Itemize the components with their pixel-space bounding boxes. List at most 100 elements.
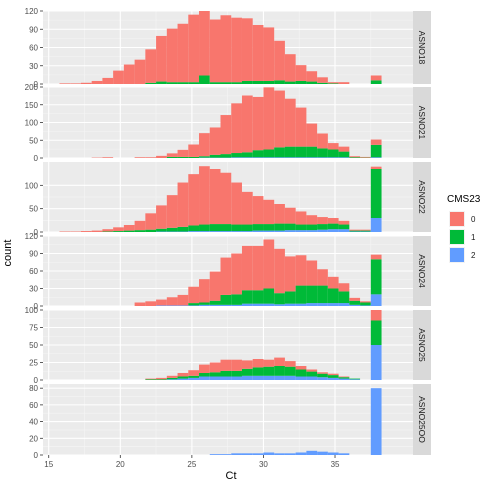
bar-ASNO18-series-0-bin-13 bbox=[199, 11, 210, 76]
bar-ASNO21-series-1-bin-12 bbox=[188, 156, 200, 158]
facet-panel-ASNO22: 0 50 100 ASNO22 bbox=[25, 162, 431, 237]
bar-ASNO24-series-0-bin-8 bbox=[145, 301, 157, 306]
bar-ASNO25-series-2-bin-21 bbox=[284, 375, 296, 380]
y-tick-label: 0 bbox=[34, 376, 39, 385]
bar-ASNO18-series-0-bin-22 bbox=[295, 65, 307, 81]
bar-ASNO21-series-2-bin-24 bbox=[317, 157, 328, 158]
y-tick-label: 0 bbox=[34, 451, 39, 460]
bar-ASNO24-series-2-bin-27 bbox=[349, 304, 361, 306]
bar-ASNO18-series-1-bin-22 bbox=[295, 80, 307, 84]
bar-ASNO24-series-1-bin-21 bbox=[284, 291, 296, 304]
bar-ASNO21-series-0-bin-19 bbox=[263, 87, 275, 150]
bar-ASNO18-series-0-bin-2 bbox=[80, 82, 92, 84]
x-axis-title: Ct bbox=[226, 470, 237, 482]
y-tick-label: 30 bbox=[29, 285, 38, 294]
bar-ASNO22-series-0-bin-8 bbox=[145, 213, 157, 230]
legend-key-0 bbox=[450, 212, 464, 226]
bar-ASNO22-series-0-bin-7 bbox=[134, 220, 146, 231]
bar-ASNO21-series-0-bin-9 bbox=[156, 155, 167, 158]
bar-ASNO22-series-1-bin-24 bbox=[317, 224, 328, 230]
bar-ASNO25OO-series-2-bin-20 bbox=[274, 453, 285, 455]
facet-strip-label: ASNO21 bbox=[417, 106, 427, 140]
bar-ASNO25-series-2-bin-20 bbox=[274, 375, 285, 380]
bar-ASNO24-series-1-bin-28 bbox=[360, 302, 371, 306]
bar-ASNO24-series-0-bin-20 bbox=[274, 248, 285, 294]
bar-ASNO24-series-2-bin-18 bbox=[252, 303, 264, 306]
bar-ASNO25-series-0-bin-22 bbox=[295, 366, 307, 370]
bar-ASNO25-series-1-bin-13 bbox=[199, 373, 210, 377]
bar-ASNO22-series-1-bin-19 bbox=[263, 224, 275, 231]
bar-ASNO22-series-0-bin-17 bbox=[241, 191, 253, 225]
x-axis: 15 20 25 30 35 bbox=[44, 455, 340, 469]
bar-ASNO21-series-0-bin-20 bbox=[274, 90, 285, 148]
bar-ASNO22-series-0-bin-5 bbox=[113, 227, 124, 232]
bar-ASNO25-series-1-bin-14 bbox=[209, 372, 221, 377]
bar-ASNO18-series-1-bin-24 bbox=[317, 82, 328, 84]
bar-ASNO21-series-0-bin-18 bbox=[252, 96, 264, 151]
bar-ASNO22-series-1-bin-26 bbox=[338, 224, 350, 230]
bar-ASNO21-series-0-bin-4 bbox=[102, 157, 114, 158]
bar-ASNO21-series-1-bin-10 bbox=[166, 156, 178, 158]
bar-ASNO24-series-1-bin-27 bbox=[349, 300, 361, 305]
bar-ASNO22-series-0-bin-15 bbox=[220, 172, 232, 225]
bar-ASNO25-series-2-bin-29 bbox=[370, 345, 382, 380]
bar-ASNO22-series-0-bin-27 bbox=[349, 229, 361, 231]
bar-ASNO25-series-0-bin-19 bbox=[263, 359, 275, 367]
bar-ASNO25-series-1-bin-20 bbox=[274, 366, 285, 376]
bar-ASNO18-series-1-bin-14 bbox=[209, 82, 221, 84]
bar-ASNO24-series-0-bin-18 bbox=[252, 245, 264, 291]
bar-ASNO24-series-2-bin-12 bbox=[188, 305, 200, 306]
bar-ASNO18-series-1-bin-10 bbox=[166, 82, 178, 84]
bar-ASNO25OO-series-2-bin-14 bbox=[209, 454, 221, 455]
bar-ASNO24-series-0-bin-28 bbox=[360, 301, 371, 303]
bar-ASNO25-series-0-bin-26 bbox=[338, 376, 350, 378]
bar-ASNO24-series-0-bin-29 bbox=[370, 254, 382, 260]
bar-ASNO24-series-2-bin-25 bbox=[327, 303, 339, 306]
bar-ASNO21-series-0-bin-10 bbox=[166, 153, 178, 157]
legend-label-0: 0 bbox=[471, 215, 476, 224]
bar-ASNO25-series-2-bin-25 bbox=[327, 377, 339, 380]
bar-ASNO18-series-0-bin-24 bbox=[317, 77, 328, 83]
y-axis-title: count bbox=[2, 240, 14, 267]
bar-ASNO25-series-1-bin-11 bbox=[177, 376, 189, 379]
bar-ASNO24-series-0-bin-21 bbox=[284, 256, 296, 292]
bar-ASNO25-series-2-bin-19 bbox=[263, 375, 275, 380]
y-tick-label: 80 bbox=[29, 384, 38, 393]
bar-ASNO25-series-0-bin-8 bbox=[145, 378, 157, 380]
bar-ASNO25-series-0-bin-16 bbox=[231, 359, 242, 371]
bar-ASNO21-series-1-bin-27 bbox=[349, 157, 361, 158]
bar-ASNO24-series-2-bin-17 bbox=[241, 303, 253, 306]
x-tick-label: 35 bbox=[331, 460, 340, 469]
bar-ASNO22-series-1-bin-21 bbox=[284, 223, 296, 231]
bar-ASNO25-series-1-bin-22 bbox=[295, 369, 307, 377]
bar-ASNO22-series-0-bin-9 bbox=[156, 205, 167, 229]
facet-panel-ASNO24: 0 30 60 90 120 ASNO24 bbox=[25, 232, 431, 311]
bar-ASNO21-series-1-bin-24 bbox=[317, 148, 328, 158]
bar-ASNO25-series-2-bin-24 bbox=[317, 377, 328, 380]
bar-ASNO25-series-1-bin-10 bbox=[166, 377, 178, 380]
bar-ASNO21-series-0-bin-23 bbox=[306, 123, 318, 147]
bar-ASNO22-series-0-bin-11 bbox=[177, 182, 189, 227]
bar-ASNO21-series-1-bin-16 bbox=[231, 153, 242, 158]
bar-ASNO24-series-2-bin-11 bbox=[177, 305, 189, 306]
bar-ASNO22-series-0-bin-10 bbox=[166, 195, 178, 228]
y-tick-label: 75 bbox=[29, 324, 38, 333]
bar-ASNO24-series-1-bin-24 bbox=[317, 285, 328, 304]
bar-ASNO22-series-1-bin-20 bbox=[274, 223, 285, 231]
facet-strip-label: ASNO25OO bbox=[417, 396, 427, 443]
bar-ASNO18-series-0-bin-6 bbox=[123, 64, 135, 84]
bar-ASNO25-series-1-bin-8 bbox=[145, 379, 157, 380]
bar-ASNO22-series-2-bin-12 bbox=[188, 231, 200, 232]
facet-strip-label: ASNO22 bbox=[417, 180, 427, 214]
bar-ASNO25-series-1-bin-26 bbox=[338, 377, 350, 379]
bar-ASNO21-series-0-bin-21 bbox=[284, 98, 296, 147]
y-tick-label: 200 bbox=[25, 83, 39, 92]
bar-ASNO18-series-1-bin-13 bbox=[199, 75, 210, 84]
bar-ASNO24-series-0-bin-22 bbox=[295, 255, 307, 286]
bar-ASNO24-series-1-bin-12 bbox=[188, 303, 200, 306]
bar-ASNO22-series-0-bin-20 bbox=[274, 204, 285, 224]
bar-ASNO24-series-0-bin-26 bbox=[338, 283, 350, 292]
bar-ASNO22-series-1-bin-29 bbox=[370, 169, 382, 218]
bar-ASNO18-series-0-bin-25 bbox=[327, 82, 339, 84]
bar-ASNO25-series-1-bin-16 bbox=[231, 370, 242, 377]
